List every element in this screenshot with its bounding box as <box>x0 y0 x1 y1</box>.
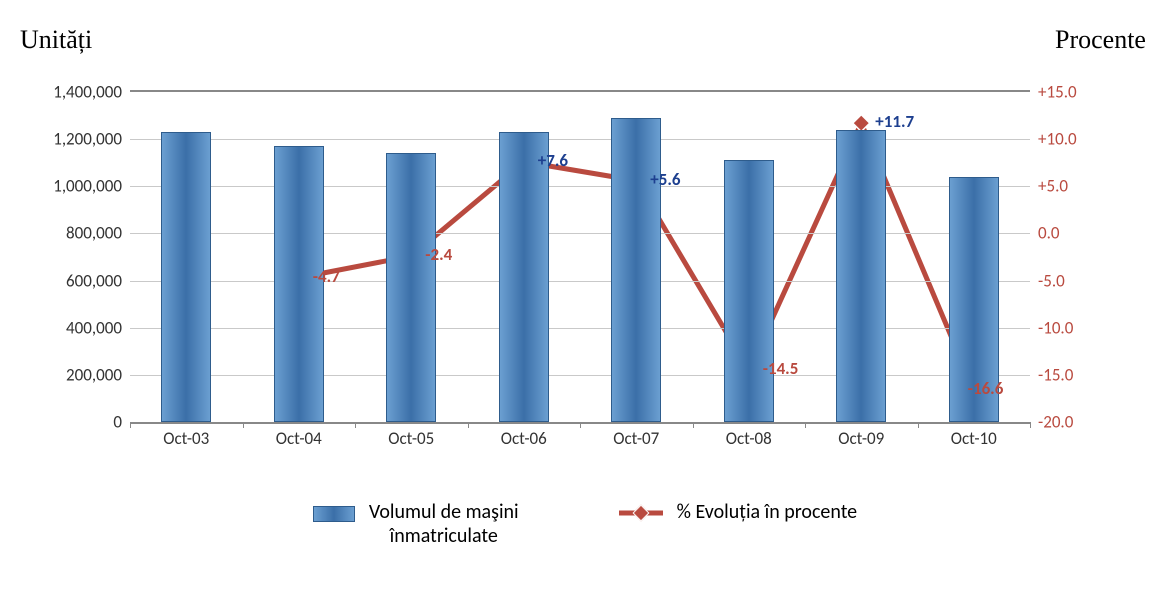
bar <box>611 118 661 422</box>
chart-root: { "chart": { "type": "bar+line", "width_… <box>0 0 1170 600</box>
y-right-tick-label: +15.0 <box>1030 82 1077 103</box>
line-data-label: -2.4 <box>425 244 452 265</box>
legend-label: Volumul de maşiniînmatriculate <box>369 500 519 548</box>
gridline <box>130 233 1030 234</box>
y-left-tick-label: 1,000,000 <box>53 176 130 197</box>
bar <box>499 132 549 422</box>
bar <box>386 153 436 422</box>
y-left-tick-label: 400,000 <box>66 317 130 338</box>
legend-swatch-line <box>619 506 663 520</box>
x-tick-mark <box>805 422 806 428</box>
x-tick-mark <box>243 422 244 428</box>
x-tick-mark <box>918 422 919 428</box>
line-data-label: -14.5 <box>763 358 799 379</box>
y-left-tick-label: 600,000 <box>66 270 130 291</box>
x-tick-label: Oct-09 <box>838 422 884 449</box>
gridline <box>130 328 1030 329</box>
x-tick-mark <box>468 422 469 428</box>
x-tick-mark <box>355 422 356 428</box>
y-right-tick-label: -15.0 <box>1030 364 1073 385</box>
y-right-tick-label: +5.0 <box>1030 176 1068 197</box>
y-left-tick-label: 200,000 <box>66 364 130 385</box>
plot-area: 0200,000400,000600,000800,0001,000,0001,… <box>130 90 1030 424</box>
legend-item: Volumul de maşiniînmatriculate <box>313 500 519 548</box>
x-tick-label: Oct-03 <box>163 422 209 449</box>
x-tick-label: Oct-08 <box>726 422 772 449</box>
x-tick-mark <box>580 422 581 428</box>
y-right-tick-label: -5.0 <box>1030 270 1065 291</box>
line-data-label: +5.6 <box>650 169 680 190</box>
bar <box>161 132 211 422</box>
legend-label: % Evoluția în procente <box>677 500 858 524</box>
right-axis-title: Procente <box>1055 25 1146 55</box>
x-tick-label: Oct-04 <box>276 422 322 449</box>
bar <box>836 130 886 422</box>
y-left-tick-label: 800,000 <box>66 223 130 244</box>
x-tick-label: Oct-07 <box>613 422 659 449</box>
x-tick-label: Oct-05 <box>388 422 434 449</box>
line-data-label: -16.6 <box>968 378 1004 399</box>
line-layer <box>130 92 1030 422</box>
x-tick-mark <box>1030 422 1031 428</box>
legend-item: % Evoluția în procente <box>619 500 858 548</box>
y-left-tick-label: 1,400,000 <box>53 82 130 103</box>
y-left-tick-label: 0 <box>113 412 130 433</box>
y-right-tick-label: -20.0 <box>1030 412 1073 433</box>
legend: Volumul de maşiniînmatriculate % Evoluția… <box>0 500 1170 548</box>
gridline <box>130 281 1030 282</box>
x-tick-label: Oct-10 <box>951 422 997 449</box>
line-data-label: -4.7 <box>313 266 340 287</box>
x-tick-mark <box>130 422 131 428</box>
y-right-tick-label: +10.0 <box>1030 129 1077 150</box>
line-data-label: +7.6 <box>538 150 568 171</box>
left-axis-title: Unități <box>20 25 92 55</box>
y-right-tick-label: 0.0 <box>1030 223 1060 244</box>
gridline <box>130 139 1030 140</box>
y-right-tick-label: -10.0 <box>1030 317 1073 338</box>
x-tick-mark <box>693 422 694 428</box>
line-data-label: +11.7 <box>875 111 914 132</box>
y-left-tick-label: 1,200,000 <box>53 129 130 150</box>
gridline <box>130 375 1030 376</box>
gridline <box>130 186 1030 187</box>
bar <box>724 160 774 422</box>
x-tick-label: Oct-06 <box>501 422 547 449</box>
legend-swatch-bar <box>313 506 355 522</box>
